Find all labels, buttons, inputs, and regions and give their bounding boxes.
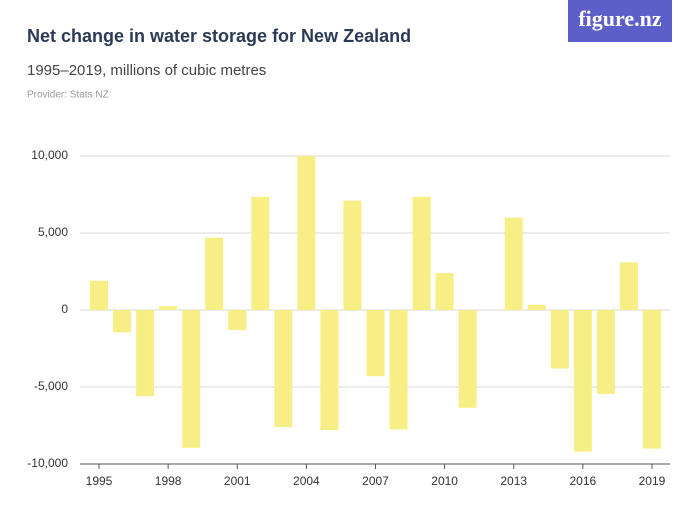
- chart-subtitle: 1995–2019, millions of cubic metres: [27, 62, 266, 79]
- bar: [389, 310, 408, 430]
- bar: [343, 200, 362, 310]
- x-tick-label: 2013: [500, 474, 527, 488]
- bar: [274, 310, 293, 428]
- chart-title: Net change in water storage for New Zeal…: [27, 26, 411, 46]
- bar: [90, 280, 109, 310]
- bar: [113, 310, 132, 333]
- x-tick-label: 1995: [86, 474, 113, 488]
- bar: [320, 310, 339, 431]
- x-tick-label: 2004: [293, 474, 320, 488]
- logo: figure.nz: [578, 6, 662, 31]
- bar: [182, 310, 201, 448]
- bar: [458, 310, 477, 408]
- bar: [550, 310, 569, 369]
- y-tick-label: -10,000: [27, 456, 68, 470]
- bar: [205, 237, 224, 310]
- provider: Provider: Stats NZ: [27, 90, 109, 101]
- bar: [504, 217, 523, 310]
- x-tick-label: 2007: [362, 474, 389, 488]
- y-tick-label: 10,000: [31, 148, 68, 162]
- x-tick-label: 2010: [431, 474, 458, 488]
- bar: [228, 310, 247, 331]
- x-tick-label: 1998: [155, 474, 182, 488]
- bar: [412, 196, 431, 310]
- bar: [251, 196, 270, 310]
- bar: [573, 310, 592, 452]
- y-tick-label: -5,000: [34, 379, 68, 393]
- bar: [159, 306, 178, 310]
- bar: [366, 310, 385, 377]
- bar: [619, 262, 638, 310]
- bar: [527, 304, 546, 310]
- x-tick-label: 2019: [639, 474, 666, 488]
- x-tick-label: 2001: [224, 474, 251, 488]
- bar: [642, 310, 661, 449]
- bar: [297, 156, 316, 310]
- x-tick-label: 2016: [570, 474, 597, 488]
- bar: [596, 310, 615, 394]
- bar: [136, 310, 155, 397]
- y-tick-label: 5,000: [38, 225, 68, 239]
- logo-box: [568, 0, 672, 42]
- y-tick-label: 0: [61, 302, 68, 316]
- bar: [435, 273, 454, 310]
